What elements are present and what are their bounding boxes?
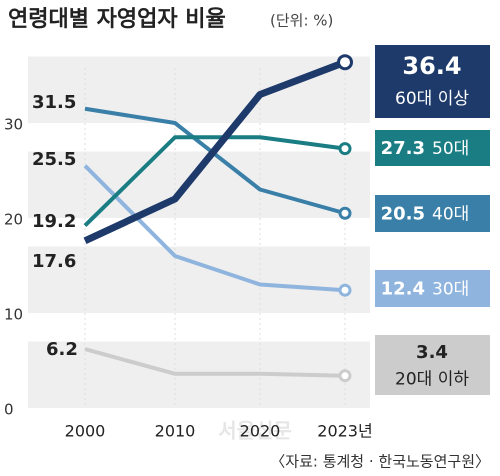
y-tick-label: 20 bbox=[4, 211, 23, 229]
y-tick-label: 10 bbox=[4, 306, 23, 324]
x-tick-label: 2010 bbox=[155, 422, 196, 441]
legend-label: 30대 bbox=[432, 280, 469, 300]
end-label: 20.5 bbox=[381, 204, 425, 225]
legend-label: 20대 이하 bbox=[395, 369, 469, 389]
grid-band bbox=[28, 151, 370, 218]
chart-title: 연령대별 자영업자 비율 bbox=[8, 7, 226, 32]
end-marker bbox=[338, 283, 352, 297]
grid-band bbox=[28, 246, 370, 313]
chart-subtitle: (단위: %) bbox=[270, 12, 333, 30]
series-line bbox=[83, 58, 347, 244]
source: 〈자료: 통계청 · 한국노동연구원〉 bbox=[270, 453, 490, 471]
legend-label: 40대 bbox=[432, 205, 469, 225]
legend-box bbox=[375, 130, 490, 166]
end-label: 12.4 bbox=[381, 279, 425, 300]
x-tick-label: 2000 bbox=[65, 422, 106, 441]
legend-label: 60대 이상 bbox=[395, 89, 469, 109]
start-label: 19.2 bbox=[32, 211, 76, 232]
end-label: 36.4 bbox=[402, 52, 461, 80]
legend-box bbox=[375, 195, 490, 232]
x-tick-label: 2023년 bbox=[317, 422, 372, 441]
y-tick-label: 30 bbox=[4, 116, 23, 134]
legend-box bbox=[375, 270, 490, 307]
grid-band bbox=[28, 56, 370, 123]
y-tick-label: 0 bbox=[4, 401, 14, 419]
start-label: 17.6 bbox=[32, 251, 76, 272]
series-line bbox=[83, 164, 346, 293]
start-label: 6.2 bbox=[46, 339, 78, 360]
legend-box bbox=[375, 45, 490, 118]
start-label: 25.5 bbox=[32, 149, 76, 170]
legend-label: 50대 bbox=[432, 139, 469, 159]
watermark: 서울신문 bbox=[218, 419, 292, 443]
series-line bbox=[84, 347, 346, 378]
end-marker bbox=[337, 54, 353, 71]
x-tick-label: 2020 bbox=[240, 422, 281, 441]
series-line bbox=[84, 106, 346, 216]
legend-box bbox=[375, 335, 490, 395]
end-marker bbox=[338, 142, 352, 156]
series-line bbox=[83, 135, 346, 228]
end-label: 27.3 bbox=[381, 138, 425, 159]
end-label: 3.4 bbox=[416, 342, 448, 363]
start-label: 31.5 bbox=[32, 92, 76, 113]
end-marker bbox=[338, 369, 352, 383]
end-marker bbox=[338, 206, 352, 220]
